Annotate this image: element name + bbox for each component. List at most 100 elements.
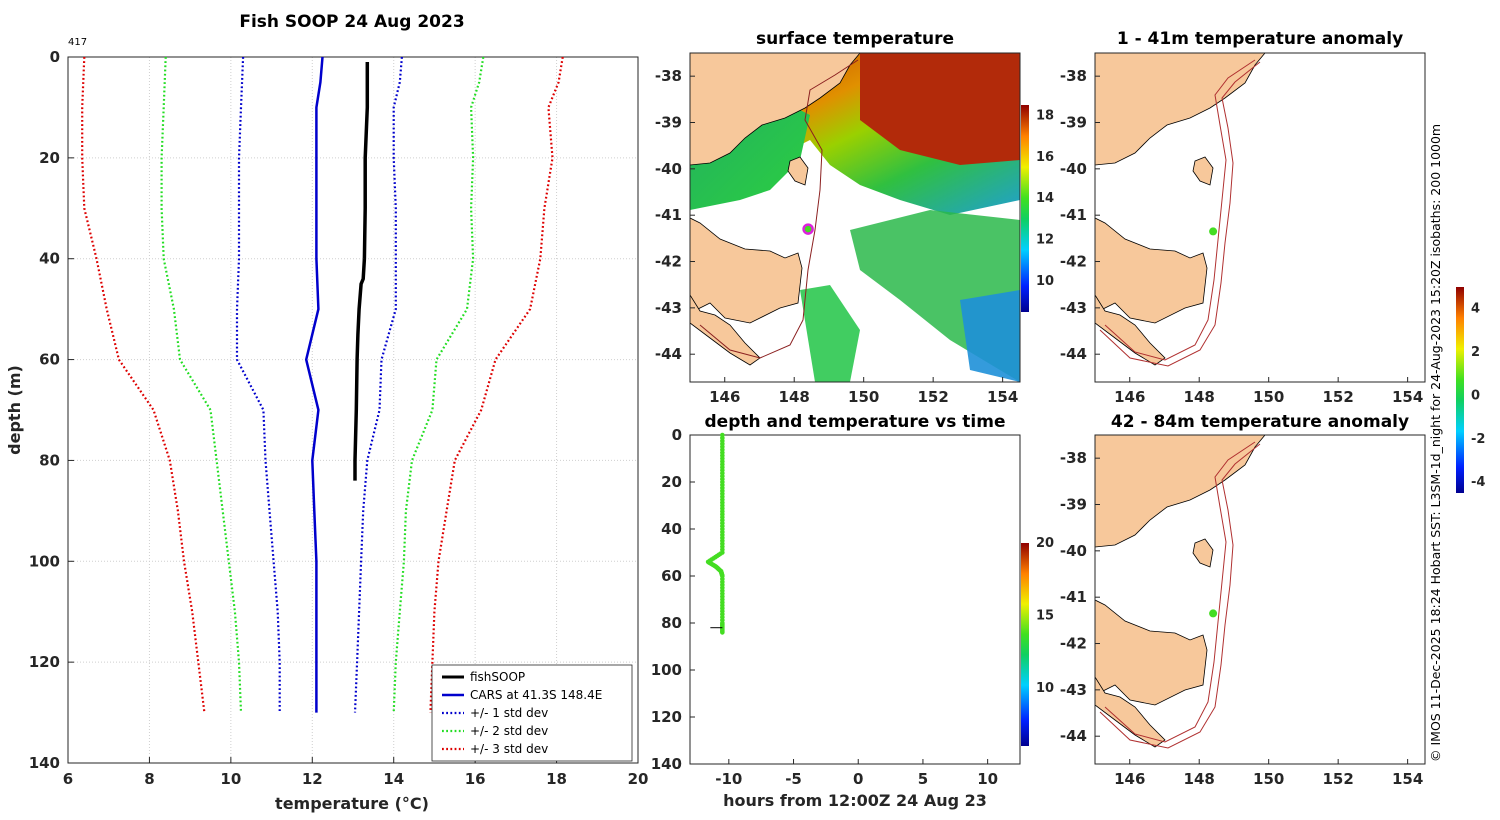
anomaly-shallow-ytick-label: -41 [1060, 206, 1087, 224]
profile-legend: fishSOOP CARS at 41.3S 148.4E +/- 1 std de… [431, 664, 633, 762]
profile-ytick-label: 120 [29, 653, 60, 671]
sst-hot-core [860, 53, 1020, 165]
anomaly-shallow-yticks: -38 -39 -40 -41 -42 -43 -44 [1060, 67, 1100, 363]
anomaly-shallow-xtick-label: 148 [1184, 388, 1215, 406]
profile-series-fishsoop [353, 62, 370, 481]
sst-colorbar-label: 12 [1036, 233, 1054, 248]
sst-ytick-label: -44 [655, 345, 682, 363]
depth-time-colorbar-label: 10 [1036, 681, 1054, 696]
sst-colorbar-label: 10 [1036, 274, 1054, 289]
sst-axes-box [689, 52, 1021, 383]
anomaly-deep-ytick-label: -39 [1060, 496, 1087, 514]
anomaly-colorbar-label: -4 [1471, 475, 1485, 490]
profile-ylabel: depth (m) [5, 365, 24, 455]
anomaly-colorbar-label: 0 [1471, 388, 1480, 403]
anomaly-shallow-title: 1 - 41m temperature anomaly [1117, 29, 1403, 49]
depth-time-ytick-label: 80 [661, 614, 682, 632]
depth-time-xtick-label: 10 [977, 770, 998, 788]
anomaly-shallow-xtick-label: 152 [1323, 388, 1354, 406]
profile-ytick-label: 0 [50, 48, 60, 66]
anomaly-shallow-marker [1209, 227, 1218, 236]
sst-ytick-label: -40 [655, 160, 682, 178]
sst-colorbar-label: 16 [1036, 150, 1054, 165]
sst-xtick-label: 150 [848, 388, 879, 406]
anomaly-colorbar [1456, 287, 1464, 493]
profile-ytick-label: 80 [39, 451, 60, 469]
anomaly-shallow-ytick-label: -39 [1060, 114, 1087, 132]
anomaly-deep-ytick-label: -44 [1060, 727, 1087, 745]
sst-xtick-label: 146 [709, 388, 740, 406]
sst-ytick-label: -41 [655, 206, 682, 224]
depth-time-xtick-label: -5 [785, 770, 802, 788]
profile-yticks: 0 20 40 60 80 100 120 140 [29, 48, 74, 772]
profile-legend-label: fishSOOP [470, 670, 525, 684]
profile-legend-label: +/- 1 std dev [470, 706, 548, 720]
anomaly-deep-ytick-label: -41 [1060, 588, 1087, 606]
anomaly-shallow-xtick-label: 150 [1253, 388, 1284, 406]
sst-cool-patch [960, 290, 1020, 382]
sst-xtick-label: 154 [987, 388, 1018, 406]
anomaly-colorbar-label: 2 [1471, 345, 1480, 360]
profile-xtick-label: 10 [220, 770, 241, 788]
profile-series [81, 56, 564, 713]
depth-time-ytick-label: 120 [651, 708, 682, 726]
depth-time-colorbar [1021, 543, 1029, 746]
profile-series--1-std-dev-upper- [353, 56, 403, 713]
depth-time-ytick-label: 60 [661, 567, 682, 585]
anomaly-shallow-map [1095, 53, 1425, 382]
footer-credit: © IMOS 11-Dec-2025 18:24 Hobart SST: L3S… [1428, 124, 1443, 762]
profile-ytick-label: 60 [39, 351, 60, 369]
profile-ytick-label: 20 [39, 149, 60, 167]
sst-ytick-label: -42 [655, 253, 682, 271]
depth-time-panel: depth and temperature vs time -10 -5 0 5 10 … [651, 412, 1054, 810]
anomaly-deep-marker [1209, 609, 1218, 618]
profile-ytick-label: 40 [39, 250, 60, 268]
anomaly-deep-ytick-label: -43 [1060, 681, 1087, 699]
depth-time-ytick-label: 140 [651, 755, 682, 773]
sst-ytick-label: -38 [655, 67, 682, 85]
depth-time-yticks: 0 20 40 60 80 100 120 140 [651, 426, 695, 773]
anomaly-deep-panel: 42 - 84m temperature anomaly 146 148 150 15… [1060, 287, 1485, 788]
sst-title: surface temperature [756, 29, 954, 49]
profile-panel: Fish SOOP 24 Aug 2023 417 6 8 10 12 14 16 18 20… [5, 12, 648, 813]
anomaly-shallow-xtick-label: 146 [1114, 388, 1145, 406]
sst-colorbar-ticks: 10 12 14 16 18 [1036, 108, 1054, 289]
profile-legend-label: +/- 3 std dev [470, 742, 548, 756]
depth-time-points [705, 432, 725, 635]
depth-time-ytick-label: 0 [672, 426, 682, 444]
profile-corner-label: 417 [68, 37, 87, 48]
depth-time-point [720, 630, 725, 635]
profile-xtick-label: 8 [144, 770, 154, 788]
anomaly-deep-xtick-label: 148 [1184, 770, 1215, 788]
profile-series--2-std-dev-upper- [392, 56, 485, 713]
profile-title: Fish SOOP 24 Aug 2023 [239, 12, 464, 32]
anomaly-shallow-ytick-label: -40 [1060, 160, 1087, 178]
profile-axes-box [67, 56, 639, 764]
anomaly-shallow-axes-box [1094, 52, 1426, 383]
sst-colorbar-label: 18 [1036, 108, 1054, 123]
sst-ytick-label: -43 [655, 299, 682, 317]
sst-xtick-label: 148 [779, 388, 810, 406]
anomaly-shallow-isobath-1000 [1099, 61, 1261, 367]
depth-time-xtick-label: 0 [853, 770, 863, 788]
depth-time-colorbar-label: 20 [1036, 536, 1054, 551]
profile-grid [67, 56, 639, 764]
profile-ytick-label: 140 [29, 754, 60, 772]
anomaly-deep-ytick-label: -38 [1060, 449, 1087, 467]
anomaly-colorbar-ticks: 4 2 0 -2 -4 [1471, 302, 1485, 490]
profile-xticks: 6 8 10 12 14 16 18 20 [63, 757, 648, 788]
sst-ytick-label: -39 [655, 114, 682, 132]
anomaly-shallow-xtick-label: 154 [1392, 388, 1423, 406]
anomaly-deep-xtick-label: 152 [1323, 770, 1354, 788]
sst-yticks: -38 -39 -40 -41 -42 -43 -44 [655, 67, 695, 363]
profile-xtick-label: 18 [546, 770, 567, 788]
profile-xtick-label: 6 [63, 770, 73, 788]
depth-time-xlabel: hours from 12:00Z 24 Aug 23 [723, 791, 987, 810]
sst-colorbar [1021, 105, 1029, 312]
anomaly-shallow-ytick-label: -38 [1060, 67, 1087, 85]
depth-time-ytick-label: 20 [661, 473, 682, 491]
anomaly-deep-yticks: -38 -39 -40 -41 -42 -43 -44 [1060, 449, 1100, 745]
anomaly-shallow-ytick-label: -43 [1060, 299, 1087, 317]
depth-time-xticks: -10 -5 0 5 10 [715, 759, 998, 788]
